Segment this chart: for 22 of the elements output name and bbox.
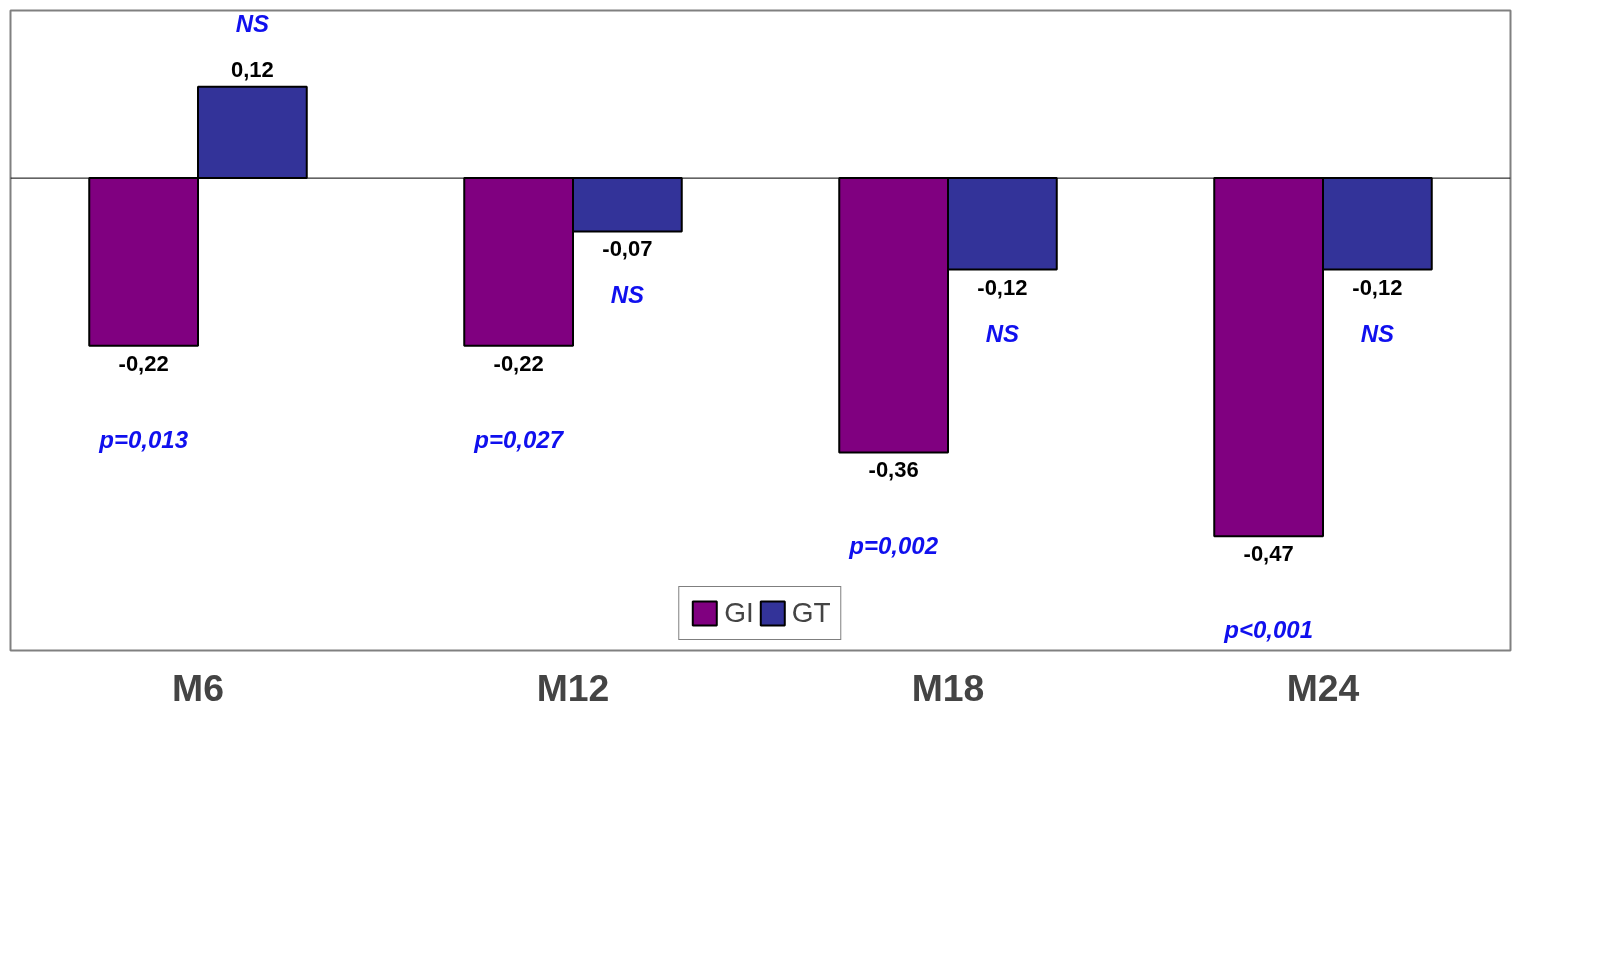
annotation: NS	[1360, 319, 1395, 347]
annotation: NS	[235, 9, 270, 37]
data-label: -0,12	[977, 274, 1028, 300]
annotation: p=0,013	[98, 425, 189, 453]
data-label: 0,12	[230, 56, 274, 82]
annotation: p=0,027	[473, 425, 565, 453]
data-label: -0,36	[868, 457, 919, 483]
data-label: -0,47	[1243, 541, 1294, 567]
annotation: NS	[985, 319, 1020, 347]
x-tick-label: M24	[1286, 666, 1360, 709]
data-label: -0,07	[602, 236, 653, 262]
annotation: p<0,001	[1223, 616, 1313, 644]
data-label: -0,22	[493, 350, 544, 376]
annotation: p=0,002	[848, 532, 939, 560]
x-tick-label: M6	[172, 666, 224, 709]
data-label: -0,22	[118, 350, 169, 376]
legend-label: GI	[724, 597, 754, 629]
legend-label: GT	[791, 597, 831, 629]
x-tick-label: M18	[911, 666, 985, 709]
x-tick-label: M12	[536, 666, 610, 709]
data-label: -0,12	[1352, 274, 1403, 300]
annotation: NS	[610, 281, 645, 309]
